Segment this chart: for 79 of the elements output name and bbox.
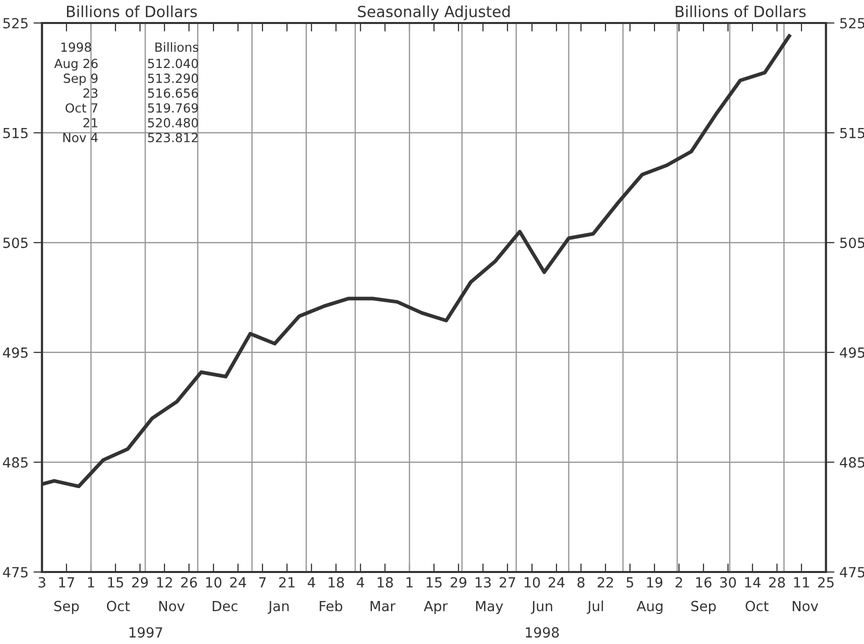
x-tick-label: 27 — [500, 577, 516, 588]
text: Oct — [746, 600, 769, 612]
annotation: Nov 4 — [63, 133, 98, 142]
x-tick-label: 4 — [356, 577, 364, 588]
x-tick-label: 5 — [626, 577, 634, 588]
y-axis-title: Billions of Dollars — [67, 5, 197, 18]
text: May — [476, 600, 504, 614]
text: Feb — [320, 600, 342, 612]
x-tick-label: 30 — [720, 577, 736, 588]
text: Jul — [586, 600, 603, 614]
x-tick-label: 19 — [647, 577, 662, 588]
annotation: 519.769 — [148, 103, 198, 113]
y-tick-label: 505 — [3, 238, 28, 248]
x-tick-label: 16 — [696, 577, 712, 588]
x-tick-label: 26 — [181, 577, 197, 588]
text: Dec — [212, 600, 238, 612]
y-tick-label: 495 — [2, 347, 28, 358]
x-tick-label: 15 — [426, 577, 442, 588]
annotation: Aug 26 — [54, 58, 98, 71]
x-tick-label: 17 — [59, 577, 74, 588]
y2-tick-label: 475 — [840, 567, 864, 578]
x-tick-label: 24 — [548, 577, 565, 588]
text: Jan — [268, 600, 289, 614]
text: Oct — [106, 600, 130, 612]
x-tick-label: 8 — [578, 577, 584, 588]
x-tick-label: 29 — [450, 577, 466, 588]
text: Nov — [792, 600, 818, 612]
x-tick-label: 2 — [676, 577, 682, 588]
x-tick-label: 25 — [818, 577, 834, 588]
x-tick-label: 12 — [157, 577, 172, 588]
y-tick-label: 525 — [3, 18, 28, 28]
x-tick-label: 7 — [259, 577, 266, 588]
y2-tick-label: 515 — [840, 128, 864, 138]
annotation: 516.656 — [148, 88, 198, 98]
y-tick-label: 475 — [2, 567, 28, 578]
annotation: 523.812 — [148, 132, 198, 142]
x-tick-label: 14 — [745, 577, 761, 588]
x-tick-label: 10 — [206, 577, 222, 588]
chart-subtitle: Seasonally Adjusted — [358, 5, 510, 20]
y2-tick-label: 525 — [840, 18, 864, 28]
x-tick-label: 21 — [279, 577, 295, 588]
x-tick-label: 24 — [230, 577, 246, 588]
x-tick-label: 10 — [524, 577, 540, 588]
annotation: 520.480 — [148, 118, 198, 128]
x-tick-label: 15 — [108, 577, 124, 588]
annotation: 23 — [83, 88, 98, 98]
y2-tick-label: 485 — [840, 457, 864, 468]
x-tick-label: 18 — [328, 577, 344, 588]
annotation: Sep 9 — [64, 74, 98, 86]
x-tick-label: 28 — [769, 577, 785, 588]
y2-tick-label: 505 — [840, 238, 864, 248]
x-tick-label: 4 — [308, 577, 316, 588]
y-tick-label: 485 — [2, 457, 28, 468]
x-tick-label: 1 — [406, 577, 413, 588]
text: 1998 — [526, 627, 559, 638]
x-tick-label: 29 — [132, 577, 148, 588]
annotation: 1998 — [61, 42, 91, 52]
y2-axis-title: Billions of Dollars — [676, 5, 806, 18]
y2-tick-label: 495 — [840, 347, 864, 358]
annotation: Oct 7 — [66, 103, 98, 113]
x-tick-label: 3 — [38, 577, 46, 588]
x-tick-label: 1 — [88, 577, 94, 588]
annotation: 512.040 — [148, 58, 198, 68]
text: Aug — [636, 600, 662, 614]
text: Mar — [370, 600, 396, 612]
x-tick-label: 11 — [794, 577, 810, 588]
text: Jun — [530, 600, 552, 614]
annotation: 21 — [83, 118, 98, 128]
x-tick-label: 13 — [476, 577, 491, 588]
text: Sep — [54, 600, 79, 614]
x-tick-label: 18 — [378, 577, 393, 588]
annotation: 513.290 — [148, 74, 198, 84]
text: Apr — [424, 600, 448, 614]
text: 1997 — [130, 627, 162, 638]
text: Sep — [691, 600, 716, 614]
y-tick-label: 515 — [3, 128, 28, 138]
text: Nov — [159, 600, 185, 612]
annotation: Billions — [155, 42, 198, 52]
x-tick-label: 22 — [598, 577, 613, 588]
